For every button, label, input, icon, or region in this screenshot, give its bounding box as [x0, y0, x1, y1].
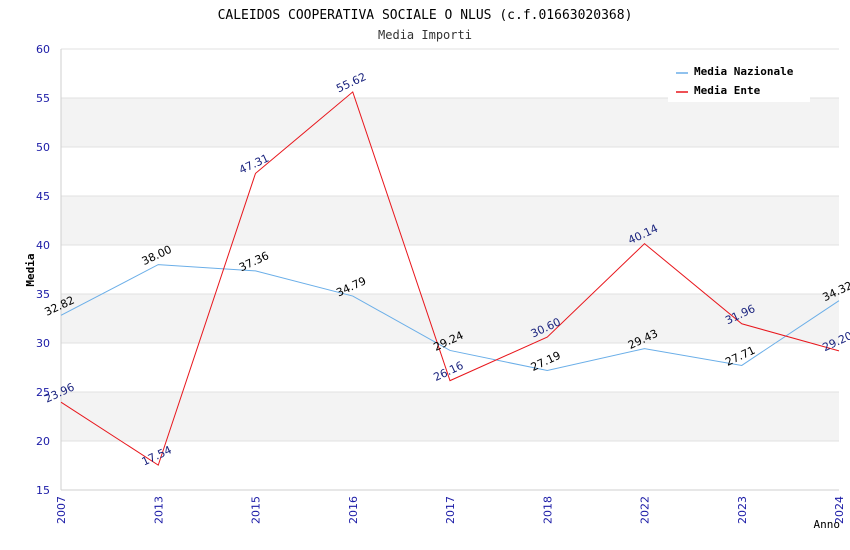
grid-band: [61, 441, 839, 490]
grid-band: [61, 294, 839, 343]
y-axis-label: Media: [24, 253, 37, 286]
y-tick-label: 40: [36, 239, 50, 252]
y-tick-labels: 15 20 25 30 35 40 45 50 55 60: [36, 43, 50, 497]
x-tick-label: 2023: [736, 496, 749, 524]
x-tick-label: 2013: [152, 496, 165, 524]
chart-subtitle: Media Importi: [378, 28, 472, 42]
y-tick-label: 50: [36, 141, 50, 154]
series-line-media-nazionale: [60, 264, 840, 372]
x-tick-label: 2015: [250, 496, 263, 524]
x-tick-label: 2007: [55, 496, 68, 524]
x-tick-label: 2022: [639, 496, 652, 524]
y-tick-label: 55: [36, 92, 50, 105]
y-tick-label: 45: [36, 190, 50, 203]
x-tick-label: 2018: [541, 496, 554, 524]
grid-band: [61, 196, 839, 245]
y-tick-label: 60: [36, 43, 50, 56]
grid-band: [61, 98, 839, 147]
x-tick-label: 2016: [347, 496, 360, 524]
y-tick-label: 30: [36, 337, 50, 350]
y-tick-label: 20: [36, 435, 50, 448]
y-tick-label: 25: [36, 386, 50, 399]
grid-bands: [61, 49, 839, 490]
grid-band: [61, 245, 839, 294]
series-line-media-ente: [60, 91, 840, 466]
x-tick-labels: 2007 2013 2015 2016 2017 2018 2022 2023 2024: [55, 496, 846, 524]
chart-title: CALEIDOS COOPERATIVA SOCIALE O NLUS (c.f…: [218, 8, 633, 23]
series-lines: [60, 91, 840, 466]
x-axis-label: Anno: [814, 518, 841, 531]
x-tick-label: 2024: [833, 496, 846, 524]
grid-band: [61, 392, 839, 441]
legend-label-media-nazionale: Media Nazionale: [694, 65, 794, 78]
grid-lines: [61, 48, 839, 491]
y-tick-label: 15: [36, 484, 50, 497]
y-tick-label: 35: [36, 288, 50, 301]
x-tick-label: 2017: [444, 496, 457, 524]
grid-band: [61, 147, 839, 196]
legend: Media Nazionale Media Ente: [668, 58, 810, 102]
legend-box: [668, 58, 810, 102]
legend-label-media-ente: Media Ente: [694, 84, 761, 97]
